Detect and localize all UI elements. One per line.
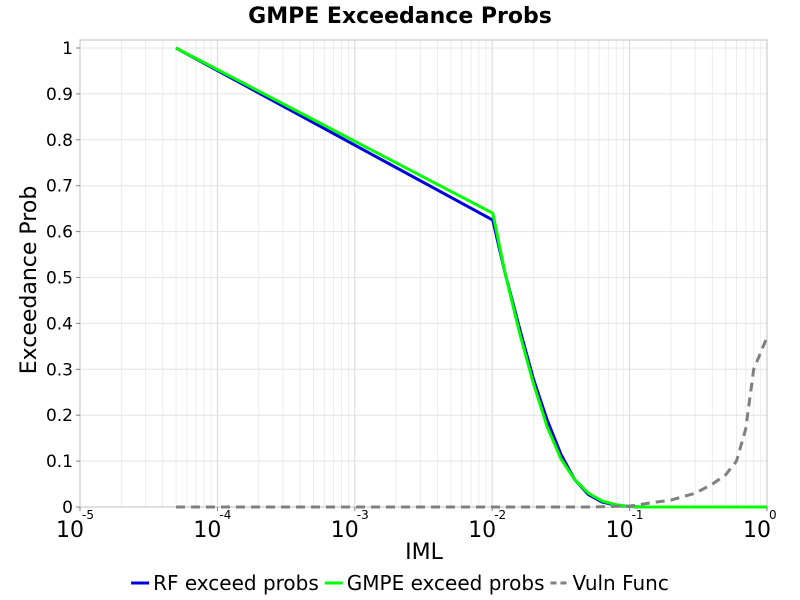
- x-tick-exponent: -4: [219, 508, 231, 522]
- y-axis-ticks: 0 0.1 0.2 0.3 0.4 0.5 0.6 0.7 0.8 0.9 1: [46, 39, 80, 518]
- series-line-3: [176, 336, 769, 509]
- legend-item-2: GMPE exceed probs: [324, 571, 545, 595]
- x-tick-label: 10-5: [56, 508, 94, 543]
- x-tick-label: 10-1: [606, 508, 644, 543]
- series-layer: [175, 46, 769, 509]
- y-tick-label: 0.5: [46, 269, 73, 289]
- x-tick-label: 10-4: [193, 508, 231, 543]
- chart-title: GMPE Exceedance Probs: [248, 4, 552, 29]
- y-tick-label: 0.2: [46, 406, 73, 426]
- y-tick-label: 0.7: [46, 177, 73, 197]
- x-tick-exponent: -5: [82, 508, 94, 522]
- x-tick-base: 10: [468, 518, 496, 543]
- y-tick-label: 0.4: [46, 314, 73, 334]
- legend-label: Vuln Func: [573, 571, 669, 595]
- x-tick-base: 10: [56, 518, 84, 543]
- x-tick-exponent: -1: [632, 508, 644, 522]
- x-axis-label: IML: [405, 540, 443, 565]
- legend-item-3: Vuln Func: [550, 571, 669, 595]
- y-tick-label: 0.6: [46, 223, 73, 243]
- x-tick-base: 10: [743, 518, 771, 543]
- legend-label: GMPE exceed probs: [347, 571, 545, 595]
- x-tick-exponent: -2: [494, 508, 506, 522]
- legend-label: RF exceed probs: [153, 571, 319, 595]
- x-tick-label: 100: [743, 508, 777, 543]
- x-tick-exponent: -3: [357, 508, 369, 522]
- legend: RF exceed probs GMPE exceed probs Vuln Fun…: [131, 571, 669, 595]
- x-tick-base: 10: [331, 518, 359, 543]
- y-tick-label: 1: [62, 39, 73, 59]
- y-tick-label: 0.8: [46, 131, 73, 151]
- x-tick-base: 10: [193, 518, 221, 543]
- x-tick-label: 10-2: [468, 508, 506, 543]
- x-tick-label: 10-3: [331, 508, 369, 543]
- x-tick-exponent: 0: [769, 508, 777, 522]
- x-tick-base: 10: [606, 518, 634, 543]
- y-axis-label: Exceedance Prob: [17, 186, 42, 375]
- y-tick-label: 0.9: [46, 85, 73, 105]
- plot-area: [79, 39, 768, 508]
- grid: [80, 40, 767, 507]
- y-tick-label: 0.3: [46, 360, 73, 380]
- legend-item-1: RF exceed probs: [131, 571, 319, 595]
- y-tick-label: 0.1: [46, 452, 73, 472]
- y-tick-label: 0: [62, 498, 73, 518]
- series-line-2: [175, 46, 767, 509]
